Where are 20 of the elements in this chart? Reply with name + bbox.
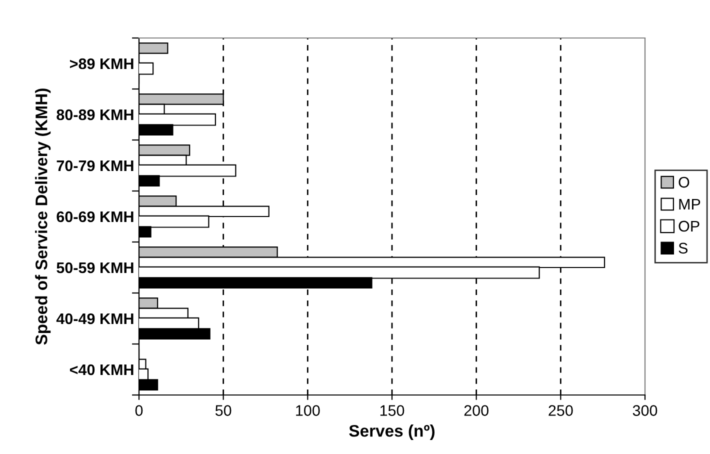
x-tick-label: 50 — [215, 405, 232, 416]
legend-label: MP — [679, 199, 700, 210]
y-tick-label: 70-79 KMH — [56, 160, 134, 172]
x-tick-label: 100 — [296, 405, 320, 416]
y-tick-label: 60-69 KMH — [56, 211, 134, 222]
legend-label: O — [678, 176, 690, 188]
y-tick-label: 50-59 KMH — [56, 262, 134, 274]
x-tick-label: 0 — [135, 405, 143, 416]
x-tick-label: 150 — [380, 405, 404, 416]
y-tick-label: 80-89 KMH — [56, 109, 134, 120]
y-axis-title: Speed of Service Delivery (KMH) — [35, 88, 51, 345]
x-axis-title: Serves (nº) — [349, 424, 435, 440]
x-tick-label: 300 — [632, 405, 658, 416]
x-tick-label: 250 — [548, 405, 573, 416]
legend-label: OP — [678, 220, 700, 232]
y-tick-label: <40 KMH — [70, 364, 134, 376]
legend-label: S — [678, 242, 688, 254]
y-tick-label: >89 KMH — [70, 58, 134, 70]
x-tick-label: 200 — [464, 405, 488, 416]
y-tick-label: 40-49 KMH — [56, 313, 134, 324]
